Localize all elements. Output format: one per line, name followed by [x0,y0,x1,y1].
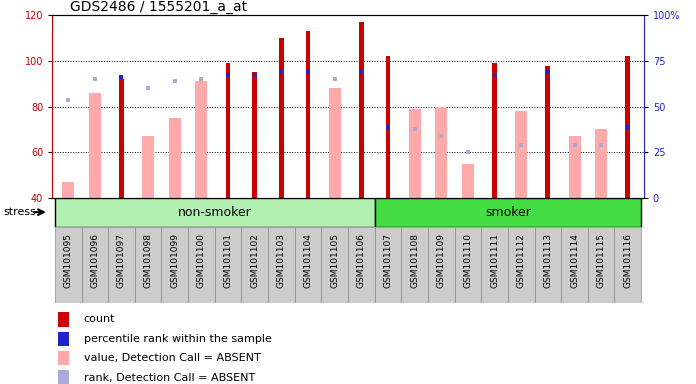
Bar [196,81,207,198]
Text: GSM101114: GSM101114 [570,233,579,288]
Bar [595,129,607,198]
Bar [215,227,242,303]
Bar [386,56,390,198]
Bar [615,227,641,303]
Bar [374,227,402,303]
Text: value, Detection Call = ABSENT: value, Detection Call = ABSENT [84,353,260,363]
Bar [569,136,580,198]
Bar [62,182,74,198]
Text: GSM101100: GSM101100 [197,233,206,288]
Bar [306,31,310,198]
Bar [142,136,154,198]
Bar [89,93,101,198]
Text: GSM101101: GSM101101 [223,233,232,288]
Bar [188,227,215,303]
Bar [135,227,161,303]
Text: GSM101097: GSM101097 [117,233,126,288]
Text: GSM101098: GSM101098 [143,233,152,288]
Text: rank, Detection Call = ABSENT: rank, Detection Call = ABSENT [84,372,255,382]
Text: non-smoker: non-smoker [178,206,252,218]
Text: GSM101113: GSM101113 [544,233,553,288]
Bar [329,88,340,198]
Bar [454,227,481,303]
Text: GSM101106: GSM101106 [357,233,366,288]
Text: smoker: smoker [485,206,531,218]
Text: GSM101095: GSM101095 [64,233,72,288]
Text: GSM101104: GSM101104 [303,233,313,288]
Bar [348,227,374,303]
Bar [58,351,69,366]
Bar [55,198,374,227]
Bar [58,370,69,384]
Text: GSM101103: GSM101103 [277,233,286,288]
Bar [55,227,81,303]
Bar [428,227,454,303]
Bar [322,227,348,303]
Bar [409,109,420,198]
Bar [626,56,630,198]
Bar [535,227,561,303]
Bar [294,227,322,303]
Text: percentile rank within the sample: percentile rank within the sample [84,334,271,344]
Bar [359,22,364,198]
Bar [253,72,257,198]
Bar [492,63,497,198]
Text: GSM101109: GSM101109 [437,233,445,288]
Bar [169,118,181,198]
Bar [81,227,108,303]
Bar [588,227,615,303]
Bar [226,63,230,198]
Bar [58,312,69,327]
Bar [435,106,448,198]
Text: GSM101108: GSM101108 [410,233,419,288]
Bar [119,79,124,198]
Bar [402,227,428,303]
Text: GSM101111: GSM101111 [490,233,499,288]
Bar [508,227,535,303]
Text: GSM101105: GSM101105 [330,233,339,288]
Bar [268,227,294,303]
Bar [242,227,268,303]
Bar [108,227,135,303]
Text: count: count [84,314,115,324]
Bar [481,227,508,303]
Text: GSM101115: GSM101115 [596,233,606,288]
Bar [374,198,641,227]
Text: GSM101096: GSM101096 [90,233,100,288]
Bar [462,164,474,198]
Bar [546,66,551,198]
Text: GSM101110: GSM101110 [464,233,473,288]
Bar [561,227,588,303]
Text: GSM101107: GSM101107 [383,233,393,288]
Bar [515,111,527,198]
Text: GDS2486 / 1555201_a_at: GDS2486 / 1555201_a_at [70,0,247,14]
Bar [161,227,188,303]
Text: GSM101099: GSM101099 [171,233,180,288]
Text: stress: stress [3,207,36,217]
Bar [279,38,284,198]
Bar [58,331,69,346]
Text: GSM101102: GSM101102 [251,233,259,288]
Text: GSM101116: GSM101116 [624,233,632,288]
Text: GSM101112: GSM101112 [516,233,525,288]
